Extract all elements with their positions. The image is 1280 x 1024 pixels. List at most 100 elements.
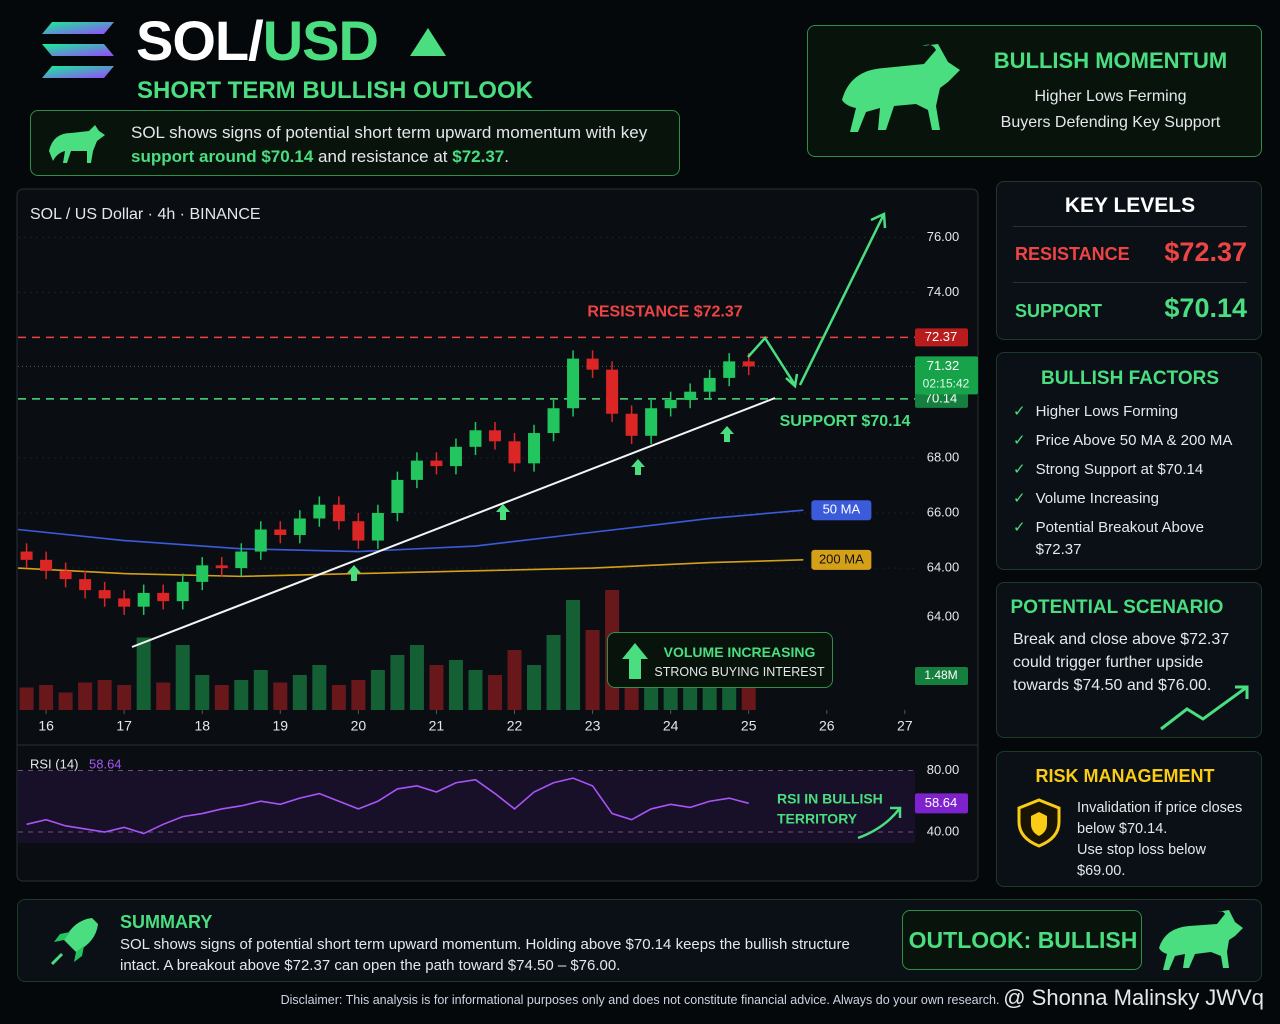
candle-body [235, 551, 248, 569]
resistance-value: $72.37 [1164, 237, 1247, 267]
candle-body [469, 430, 482, 447]
risk-line: Use stop loss below $69.00. [1077, 842, 1206, 879]
candle-body [684, 391, 697, 400]
moving-average [17, 559, 804, 578]
volume-bar [390, 655, 405, 710]
candle-body [196, 565, 209, 582]
candle-body [410, 460, 423, 480]
momentum-line: Higher Lows Ferming [1034, 88, 1187, 105]
candle-body [371, 512, 384, 541]
scenario-text: Break and close above $72.37 could trigg… [1013, 631, 1230, 694]
risk-lines: Invalidation if price closes below $70.1… [1077, 798, 1257, 882]
support-label: SUPPORT [1015, 301, 1103, 321]
key-levels-card: KEY LEVELS RESISTANCE $72.37 SUPPORT $70… [996, 181, 1262, 340]
candle-body [430, 460, 443, 467]
intro-support: support around $70.14 [131, 147, 314, 166]
level-name: SUPPORT $70.14 [780, 413, 911, 430]
y-tick-label: 68.00 [927, 449, 960, 464]
volume-bar [409, 645, 424, 710]
check-icon: ✓ [1013, 403, 1026, 420]
candle-body [703, 377, 716, 392]
momentum-title: BULLISH MOMENTUM [993, 48, 1228, 73]
x-tick-label: 18 [194, 718, 210, 734]
candle-body [40, 559, 53, 571]
x-tick-label: 22 [507, 718, 523, 734]
candle-body [508, 441, 521, 464]
volume-bar [253, 670, 268, 710]
candle-body [215, 565, 228, 569]
support-value: $70.14 [1164, 293, 1247, 323]
volume-bar [97, 680, 112, 710]
momentum-lines: Higher Lows Ferming Buyers Defending Key … [958, 84, 1263, 136]
intro-after: . [504, 147, 509, 166]
volume-bar [527, 665, 542, 710]
momentum-card: BULLISH MOMENTUM Higher Lows Ferming Buye… [807, 25, 1262, 157]
factor-text: Volume Increasing [1035, 490, 1159, 507]
volume-bar [58, 692, 73, 710]
volume-bar [331, 685, 346, 710]
factor-text: Price Above 50 MA & 200 MA [1035, 432, 1233, 449]
intro-before: SOL shows signs of potential short term … [131, 123, 648, 142]
volume-bar [351, 680, 366, 710]
candle-body [98, 590, 111, 599]
rsi-band [18, 771, 915, 843]
check-icon: ✓ [1013, 432, 1026, 449]
sol-logo [42, 22, 114, 78]
volume-bar [546, 635, 561, 710]
volume-bar [78, 682, 93, 710]
factor-row: ✓ Volume Increasing [1013, 488, 1253, 510]
uptrend-icon [1160, 685, 1249, 731]
volume-bar [292, 675, 307, 710]
bull-icon [842, 44, 960, 132]
callout-text: STRONG BUYING INTEREST [654, 665, 825, 679]
volume-tag [915, 667, 968, 685]
shield-icon [1017, 798, 1061, 848]
y-tick-label: 64.00 [927, 560, 960, 575]
volume-bar [175, 645, 190, 710]
callout-title: VOLUME INCREASING [663, 644, 816, 660]
candle-body [391, 479, 404, 513]
x-tick-label: 23 [585, 718, 601, 734]
key-levels-title: KEY LEVELS [1064, 194, 1196, 217]
disclaimer: Disclaimer: This analysis is for informa… [280, 993, 1000, 1007]
x-tick-label: 24 [663, 718, 679, 734]
outlook: OUTLOOK: BULLISH [903, 927, 1143, 954]
risk-line: Invalidation if price closes below $70.1… [1077, 800, 1243, 837]
title-quote: USD [262, 9, 379, 72]
up-arrow [622, 643, 648, 679]
rsi-arrow [857, 806, 902, 840]
check-icon: ✓ [1013, 490, 1026, 507]
x-tick-label: 27 [897, 718, 913, 734]
candle-body [20, 551, 33, 560]
factor-row: ✓ Potential Breakout Above $72.37 [1013, 517, 1253, 561]
volume-bar [136, 637, 151, 710]
ma-tag [811, 549, 872, 570]
rsi-name: RSI (14) [30, 756, 78, 771]
factor-row: ✓ Price Above 50 MA & 200 MA [1013, 430, 1253, 452]
check-icon: ✓ [1013, 519, 1026, 536]
candle-body [567, 358, 580, 409]
volume-axis-label: 64.00 [927, 608, 960, 623]
x-tick-label: 21 [429, 718, 445, 734]
title: SOL/USD [136, 8, 379, 73]
volume-tag-label: 1.48M [924, 668, 957, 682]
intro-middle: and resistance at [313, 147, 453, 166]
rsi-tick-label: 80.00 [927, 762, 960, 777]
candle-body [137, 592, 150, 607]
risk-title: RISK MANAGEMENT [1035, 766, 1215, 786]
candle-body [274, 529, 287, 536]
candle-body [528, 433, 541, 464]
candle-body [586, 358, 599, 370]
last-price-label: 71.32 [927, 358, 960, 373]
volume-bar [429, 665, 444, 710]
volume-bar [214, 685, 229, 710]
level-tag [915, 389, 968, 408]
moving-average [17, 509, 804, 553]
candle-body [547, 408, 560, 434]
candle-body [664, 399, 677, 409]
volume-bar [507, 650, 522, 710]
subtitle: SHORT TERM BULLISH OUTLOOK [137, 77, 533, 104]
candle-body [118, 598, 131, 607]
candle-body [488, 430, 501, 442]
